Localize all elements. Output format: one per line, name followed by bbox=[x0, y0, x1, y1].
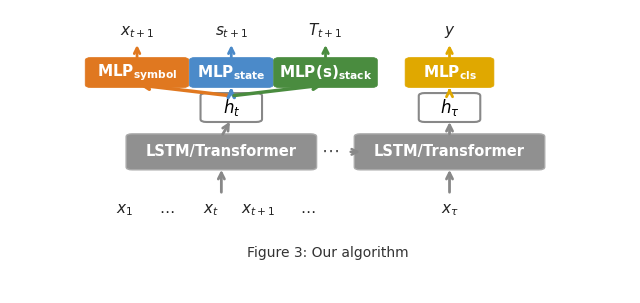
FancyBboxPatch shape bbox=[126, 134, 317, 170]
Text: $y$: $y$ bbox=[444, 24, 455, 40]
Text: $x_{t+1}$: $x_{t+1}$ bbox=[120, 24, 154, 40]
Text: $T_{t+1}$: $T_{t+1}$ bbox=[308, 21, 342, 40]
Text: $\cdots$: $\cdots$ bbox=[300, 203, 316, 218]
Text: MLP(s)$_{\mathregular{stack}}$: MLP(s)$_{\mathregular{stack}}$ bbox=[279, 63, 372, 82]
FancyBboxPatch shape bbox=[405, 58, 494, 88]
Text: MLP$_{\mathregular{state}}$: MLP$_{\mathregular{state}}$ bbox=[197, 63, 266, 82]
Text: $\cdots$: $\cdots$ bbox=[321, 142, 339, 160]
Text: MLP$_{\mathregular{symbol}}$: MLP$_{\mathregular{symbol}}$ bbox=[97, 62, 177, 83]
Text: $h_{\tau}$: $h_{\tau}$ bbox=[440, 97, 460, 118]
Text: Figure 3: Our algorithm: Figure 3: Our algorithm bbox=[247, 246, 409, 260]
Text: $x_{\tau}$: $x_{\tau}$ bbox=[440, 202, 458, 218]
Text: $\cdots$: $\cdots$ bbox=[159, 203, 175, 218]
Text: $x_{t+1}$: $x_{t+1}$ bbox=[241, 202, 276, 218]
FancyBboxPatch shape bbox=[355, 134, 545, 170]
Text: MLP$_{\mathregular{cls}}$: MLP$_{\mathregular{cls}}$ bbox=[422, 63, 477, 82]
FancyBboxPatch shape bbox=[419, 93, 480, 122]
Text: $x_t$: $x_t$ bbox=[204, 202, 220, 218]
Text: $s_{t+1}$: $s_{t+1}$ bbox=[215, 24, 248, 40]
Text: LSTM/Transformer: LSTM/Transformer bbox=[374, 144, 525, 159]
FancyBboxPatch shape bbox=[189, 58, 273, 88]
FancyBboxPatch shape bbox=[274, 58, 378, 88]
Text: $x_1$: $x_1$ bbox=[116, 202, 133, 218]
Text: $h_t$: $h_t$ bbox=[223, 97, 240, 118]
Text: LSTM/Transformer: LSTM/Transformer bbox=[146, 144, 297, 159]
FancyBboxPatch shape bbox=[200, 93, 262, 122]
FancyBboxPatch shape bbox=[85, 58, 189, 88]
